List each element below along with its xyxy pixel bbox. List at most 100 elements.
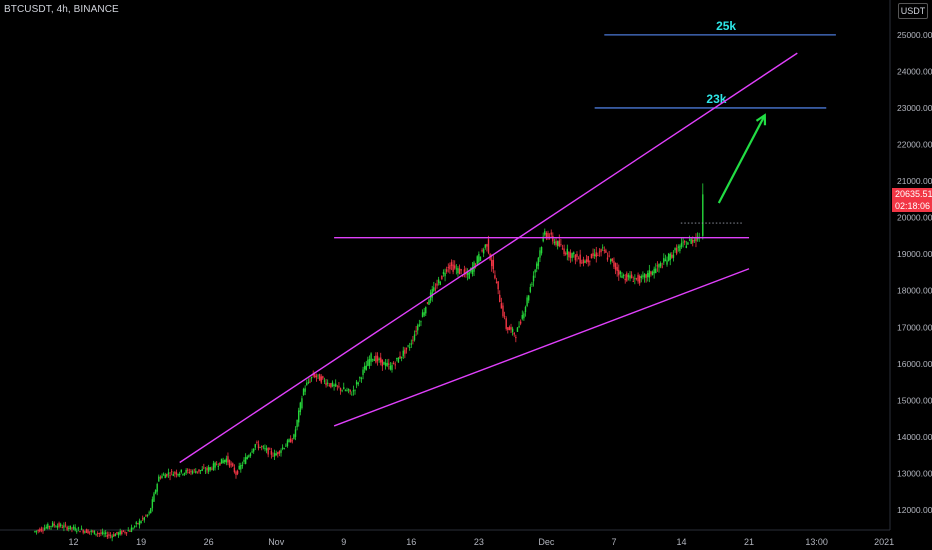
candle-body <box>426 302 429 304</box>
candle-body <box>148 512 150 514</box>
candle-body <box>688 239 691 241</box>
level-label-23k: 23k <box>706 92 726 106</box>
candle-body <box>359 377 361 379</box>
candle-body <box>585 259 588 262</box>
candle-body <box>433 287 435 291</box>
candle-body <box>402 350 404 357</box>
candle-body <box>468 272 470 279</box>
candle-body <box>191 471 194 474</box>
candle-body <box>261 446 263 447</box>
candle-body <box>544 231 546 235</box>
candle-body <box>452 264 454 272</box>
candle-body <box>363 366 366 370</box>
candle-body <box>222 460 224 464</box>
candle-body <box>224 459 226 463</box>
candle-body <box>39 529 41 532</box>
candle-body <box>56 525 59 528</box>
candle-body <box>341 390 343 392</box>
x-tick-label: 26 <box>204 537 214 547</box>
candle-body <box>408 347 411 348</box>
candle-body <box>156 483 158 492</box>
candle-body <box>238 465 240 470</box>
candle-body <box>635 277 638 279</box>
candle-body <box>555 241 557 245</box>
candle-body <box>619 271 622 275</box>
candle-body <box>37 530 39 532</box>
candle-body <box>42 530 44 532</box>
candle-body <box>198 469 200 472</box>
candle-body <box>122 530 125 532</box>
candle-body <box>463 269 466 274</box>
candle-body <box>362 369 364 375</box>
candle-body <box>84 531 86 533</box>
candle-body <box>702 194 704 236</box>
candle-body <box>243 459 245 462</box>
candle-body <box>388 363 390 365</box>
candle-body <box>677 246 679 248</box>
candle-body <box>270 450 273 455</box>
candle-body <box>661 266 663 268</box>
candle-body <box>286 440 289 447</box>
candle-body <box>494 275 496 279</box>
x-tick-label: 23 <box>474 537 484 547</box>
x-tick-label: 9 <box>341 537 346 547</box>
candle-body <box>170 471 173 473</box>
candle-body <box>624 278 626 281</box>
candle-body <box>400 356 403 358</box>
candle-body <box>248 455 250 458</box>
candle-body <box>90 530 92 532</box>
candle-body <box>539 250 541 258</box>
candle-body <box>352 390 355 392</box>
candle-body <box>159 477 162 479</box>
candle-body <box>375 355 377 363</box>
candle-body <box>505 318 507 329</box>
currency-badge[interactable]: USDT <box>898 3 928 19</box>
candle-body <box>449 265 451 270</box>
candle-body <box>50 525 52 527</box>
candle-body <box>640 276 642 278</box>
candle-body <box>212 463 215 470</box>
candle-body <box>167 472 170 475</box>
candle-body <box>252 448 255 452</box>
candle-body <box>296 419 298 428</box>
candle-body <box>487 239 490 254</box>
candle-body <box>151 499 154 509</box>
candle-body <box>603 250 605 252</box>
candle-body <box>579 254 581 264</box>
candle-body <box>454 265 456 269</box>
candle-body <box>153 493 155 502</box>
candle-body <box>420 321 422 323</box>
y-tick-label: 19000.00 <box>897 249 932 259</box>
candle-body <box>220 458 223 464</box>
candle-body <box>95 533 97 535</box>
candle-body <box>100 532 102 534</box>
candle-body <box>653 268 655 274</box>
candle-body <box>545 232 548 237</box>
candle-body <box>383 361 385 365</box>
candle-body <box>143 517 146 521</box>
candle-body <box>687 242 689 245</box>
candle-body <box>357 382 359 385</box>
candle-body <box>558 240 560 247</box>
y-tick-label: 25000.00 <box>897 30 932 40</box>
candle-body <box>265 448 268 451</box>
candle-body <box>169 475 171 477</box>
candle-body <box>98 533 100 534</box>
candle-body <box>272 455 274 457</box>
candle-body <box>64 524 67 526</box>
candle-body <box>193 469 195 471</box>
candle-body <box>214 462 216 468</box>
candle-body <box>246 456 248 460</box>
candle-body <box>317 374 319 376</box>
candle-body <box>563 248 565 255</box>
candle-body <box>674 248 676 251</box>
y-tick-label: 21000.00 <box>897 176 932 186</box>
candle-body <box>256 442 258 443</box>
y-tick-label: 13000.00 <box>897 468 932 478</box>
candle-body <box>634 278 636 280</box>
candle-body <box>106 534 109 538</box>
candle-body <box>614 263 617 270</box>
candle-body <box>289 438 292 443</box>
candle-body <box>331 382 334 387</box>
